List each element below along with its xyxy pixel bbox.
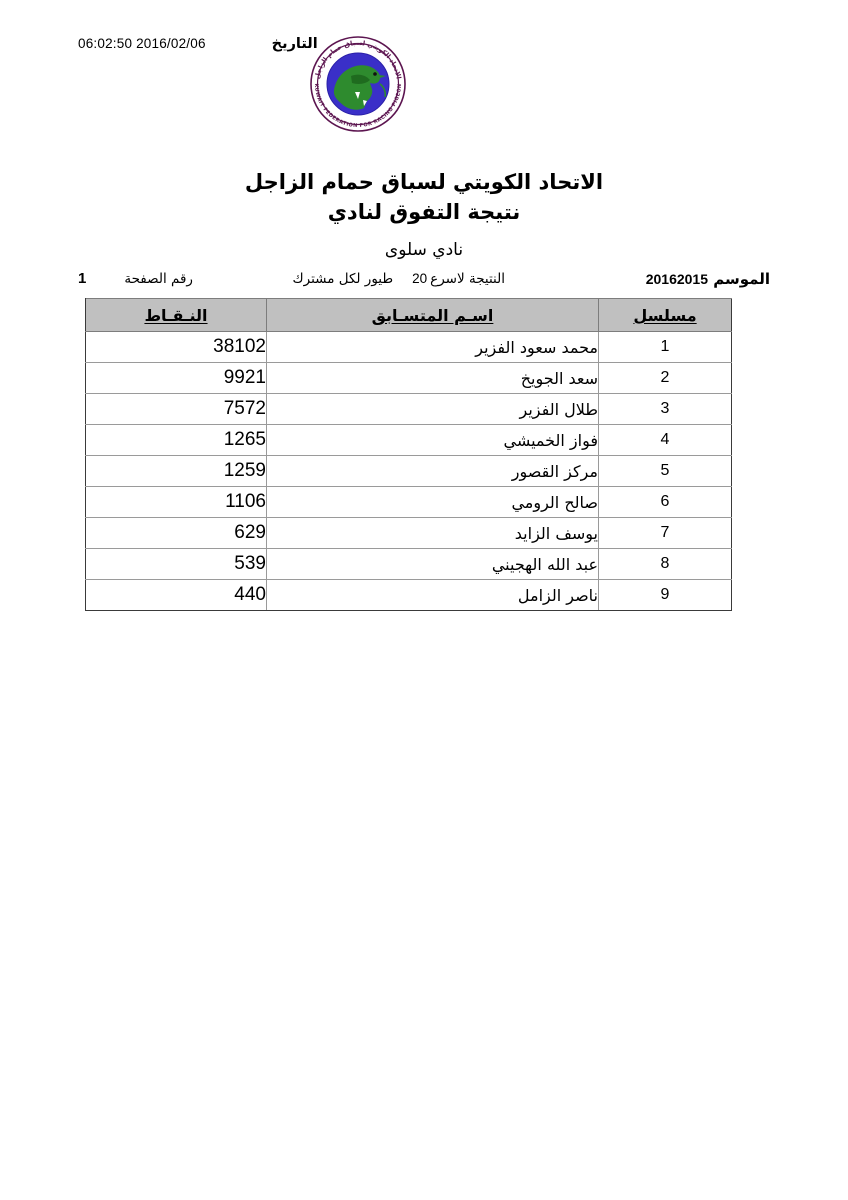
cell-points: 629 (85, 517, 267, 549)
table-row: 1 محمد سعود الفزير 38102 (85, 331, 732, 363)
cell-serial: 6 (598, 486, 732, 518)
title-block: الاتحاد الكويتي لسباق حمام الزاجل نتيجة … (0, 168, 848, 260)
table-header-row: مسلسل اسـم المتسـابق النـقـاط (85, 298, 732, 332)
table-row: 9 ناصر الزامل 440 (85, 579, 732, 611)
cell-competitor-name: عبد الله الهجيني (266, 548, 599, 580)
cell-points: 1106 (85, 486, 267, 518)
cell-points: 7572 (85, 393, 267, 425)
club-name: نادي سلوى (384, 239, 464, 260)
column-header-serial: مسلسل (598, 298, 732, 332)
date-label: التاريخ (271, 36, 318, 52)
season-label: الموسم (713, 270, 770, 288)
page-info: 1 رقم الصفحة (78, 270, 193, 287)
table-row: 3 طلال الفزير 7572 (85, 393, 732, 425)
cell-competitor-name: محمد سعود الفزير (266, 331, 599, 363)
cell-serial: 2 (598, 362, 732, 394)
cell-serial: 8 (598, 548, 732, 580)
cell-serial: 3 (598, 393, 732, 425)
document-header: 06:02:50 2016/02/06 التاريخ (0, 36, 848, 58)
cell-points: 440 (85, 579, 267, 611)
results-table: مسلسل اسـم المتسـابق النـقـاط 1 محمد سعود… (85, 298, 732, 611)
result-criteria: النتيجة لاسرع20 طيور لكل مشترك (293, 271, 506, 287)
cell-points: 38102 (85, 331, 267, 363)
cell-serial: 5 (598, 455, 732, 487)
cell-competitor-name: فواز الخميشي (266, 424, 599, 456)
page-number: 1 (78, 270, 87, 287)
cell-points: 9921 (85, 362, 267, 394)
table-row: 2 سعد الجويخ 9921 (85, 362, 732, 394)
cell-serial: 1 (598, 331, 732, 363)
page-title: الاتحاد الكويتي لسباق حمام الزاجل (244, 170, 604, 194)
cell-competitor-name: ناصر الزامل (266, 579, 599, 611)
cell-competitor-name: سعد الجويخ (266, 362, 599, 394)
cell-points: 1265 (85, 424, 267, 456)
pigeon-emblem-icon: الاتحاد الكويتي لسباق حمام الزاجل KUWAIT… (310, 36, 406, 132)
cell-serial: 9 (598, 579, 732, 611)
date-block: 06:02:50 2016/02/06 التاريخ (78, 36, 318, 52)
date-value: 06:02:50 2016/02/06 (78, 36, 206, 51)
season-info: الموسم 20162015 (646, 270, 770, 288)
table-row: 4 فواز الخميشي 1265 (85, 424, 732, 456)
bird-count: 20 (412, 271, 428, 286)
cell-points: 1259 (85, 455, 267, 487)
federation-logo: الاتحاد الكويتي لسباق حمام الزاجل KUWAIT… (306, 32, 410, 136)
cell-serial: 7 (598, 517, 732, 549)
result-label: النتيجة لاسرع (430, 271, 505, 287)
page-label: رقم الصفحة (124, 271, 193, 287)
column-header-points: النـقـاط (85, 298, 267, 332)
cell-serial: 4 (598, 424, 732, 456)
cell-competitor-name: صالح الرومي (266, 486, 599, 518)
table-row: 7 يوسف الزايد 629 (85, 517, 732, 549)
season-value: 20162015 (645, 271, 709, 287)
table-row: 8 عبد الله الهجيني 539 (85, 548, 732, 580)
table-row: 5 مركز القصور 1259 (85, 455, 732, 487)
cell-competitor-name: يوسف الزايد (266, 517, 599, 549)
table-row: 6 صالح الرومي 1106 (85, 486, 732, 518)
column-header-name: اسـم المتسـابق (266, 298, 599, 332)
cell-competitor-name: مركز القصور (266, 455, 599, 487)
report-title: نتيجة التفوق لنادي (327, 200, 521, 225)
table-header: مسلسل اسـم المتسـابق النـقـاط (85, 298, 732, 332)
info-row: الموسم 20162015 النتيجة لاسرع20 طيور لكل … (78, 270, 770, 294)
cell-points: 539 (85, 548, 267, 580)
table-body: 1 محمد سعود الفزير 38102 2 سعد الجويخ 9921 3 طل… (85, 331, 732, 611)
result-suffix: طيور لكل مشترك (292, 271, 394, 287)
cell-competitor-name: طلال الفزير (266, 393, 599, 425)
